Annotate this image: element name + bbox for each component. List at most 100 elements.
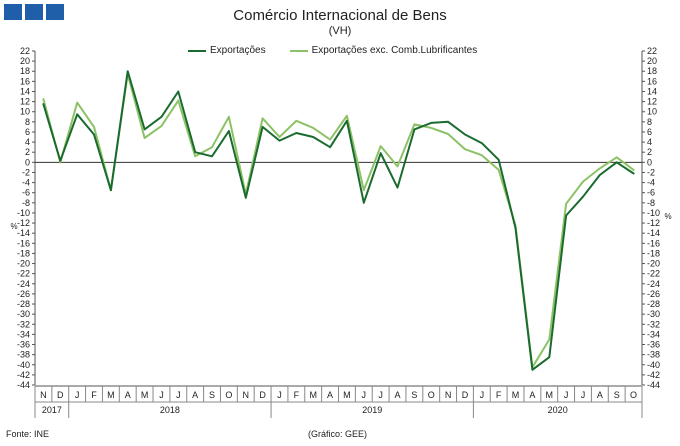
- y-axis-unit-left: %: [10, 222, 17, 231]
- x-tick-label: J: [564, 390, 569, 400]
- y-tick-label-left: 18: [20, 66, 30, 76]
- y-tick-label-left: 20: [20, 56, 30, 66]
- y-tick-label-left: -8: [22, 198, 30, 208]
- x-tick-label: J: [176, 390, 181, 400]
- x-tick-label: M: [546, 390, 554, 400]
- x-tick-label: J: [362, 390, 367, 400]
- y-tick-label-left: 4: [25, 137, 30, 147]
- y-tick-label-right: -14: [647, 228, 660, 238]
- source-note: Fonte: INE: [6, 429, 50, 439]
- chart-title: Comércio Internacional de Bens: [233, 7, 447, 24]
- y-tick-label-left: -18: [17, 248, 30, 258]
- ine-logo: [4, 4, 64, 20]
- y-tick-label-left: -28: [17, 299, 30, 309]
- x-tick-label: N: [243, 390, 250, 400]
- x-tick-label: F: [294, 390, 300, 400]
- y-tick-label-left: -4: [22, 178, 30, 188]
- x-tick-label: J: [581, 390, 586, 400]
- x-tick-label: D: [57, 390, 64, 400]
- x-tick-label: F: [91, 390, 97, 400]
- x-tick-label: A: [395, 390, 401, 400]
- x-tick-label: O: [428, 390, 435, 400]
- y-tick-label-left: -2: [22, 167, 30, 177]
- x-tick-label: D: [462, 390, 469, 400]
- x-tick-label: J: [277, 390, 282, 400]
- y-tick-label-left: -22: [17, 269, 30, 279]
- y-tick-label-right: -38: [647, 350, 660, 360]
- y-tick-label-right: 2: [647, 147, 652, 157]
- y-tick-label-left: -10: [17, 208, 30, 218]
- x-tick-label: J: [378, 390, 383, 400]
- x-tick-label: S: [209, 390, 215, 400]
- x-tick-label: A: [529, 390, 535, 400]
- x-tick-label: M: [107, 390, 115, 400]
- y-tick-label-left: 16: [20, 76, 30, 86]
- year-label: 2020: [548, 405, 568, 415]
- y-tick-label-right: 20: [647, 56, 657, 66]
- logo-block: [25, 4, 43, 20]
- x-tick-label: F: [496, 390, 502, 400]
- y-tick-label-right: -20: [647, 259, 660, 269]
- y-tick-label-right: -10: [647, 208, 660, 218]
- x-tick-label: S: [614, 390, 620, 400]
- x-tick-label: A: [597, 390, 603, 400]
- x-tick-label: D: [259, 390, 266, 400]
- y-tick-label-left: -44: [17, 380, 30, 390]
- y-tick-label-left: 2: [25, 147, 30, 157]
- y-tick-label-right: -40: [647, 360, 660, 370]
- y-tick-label-right: -2: [647, 167, 655, 177]
- y-tick-label-left: 10: [20, 107, 30, 117]
- x-tick-label: M: [343, 390, 351, 400]
- credit-note: (Gráfico: GEE): [308, 429, 368, 439]
- chart-legend: Exportações Exportações exc. Comb.Lubrif…: [188, 45, 477, 56]
- legend-swatch: [188, 49, 206, 52]
- y-tick-label-left: -26: [17, 289, 30, 299]
- x-tick-label: A: [125, 390, 131, 400]
- x-tick-label: A: [192, 390, 198, 400]
- x-tick-label: M: [309, 390, 317, 400]
- legend-swatch: [289, 49, 308, 52]
- y-tick-label-right: 6: [647, 127, 652, 137]
- y-tick-label-right: -6: [647, 188, 655, 198]
- y-tick-label-left: -30: [17, 309, 30, 319]
- y-axis-unit-right: %: [664, 212, 671, 221]
- y-tick-label-left: 8: [25, 117, 30, 127]
- y-tick-label-right: -24: [647, 279, 660, 289]
- x-tick-label: M: [512, 390, 520, 400]
- y-tick-label-right: -18: [647, 248, 660, 258]
- y-tick-label-right: 22: [647, 46, 657, 56]
- logo-block: [46, 4, 64, 20]
- y-tick-label-left: -20: [17, 259, 30, 269]
- y-tick-label-right: 4: [647, 137, 652, 147]
- y-tick-label-left: 6: [25, 127, 30, 137]
- y-tick-label-right: -28: [647, 299, 660, 309]
- legend-item-exports-ex: Exportações exc. Comb.Lubrificantes: [289, 45, 477, 56]
- y-tick-label-left: -36: [17, 340, 30, 350]
- y-tick-label-right: 14: [647, 86, 657, 96]
- y-tick-label-right: -8: [647, 198, 655, 208]
- x-tick-label: J: [480, 390, 485, 400]
- y-tick-label-right: -12: [647, 218, 660, 228]
- y-tick-label-left: -12: [17, 218, 30, 228]
- logo-block: [4, 4, 22, 20]
- y-tick-label-right: -22: [647, 269, 660, 279]
- y-tick-label-left: -34: [17, 329, 30, 339]
- y-tick-label-left: -24: [17, 279, 30, 289]
- y-tick-label-right: -30: [647, 309, 660, 319]
- year-label: 2019: [362, 405, 382, 415]
- x-tick-label: N: [40, 390, 47, 400]
- y-tick-label-right: 0: [647, 157, 652, 167]
- y-tick-label-left: -32: [17, 319, 30, 329]
- y-tick-label-right: -44: [647, 380, 660, 390]
- y-tick-label-left: -16: [17, 238, 30, 248]
- series-line-exports: [42, 70, 635, 371]
- chart-subtitle: (VH): [328, 25, 352, 37]
- series-line-exports-ex: [42, 72, 635, 369]
- y-tick-label-left: 12: [20, 97, 30, 107]
- legend-label: Exportações: [210, 45, 266, 56]
- legend-item-exports: Exportações: [188, 45, 266, 56]
- x-tick-label: J: [159, 390, 164, 400]
- x-tick-label: O: [630, 390, 637, 400]
- y-tick-label-left: -40: [17, 360, 30, 370]
- year-label: 2018: [160, 405, 180, 415]
